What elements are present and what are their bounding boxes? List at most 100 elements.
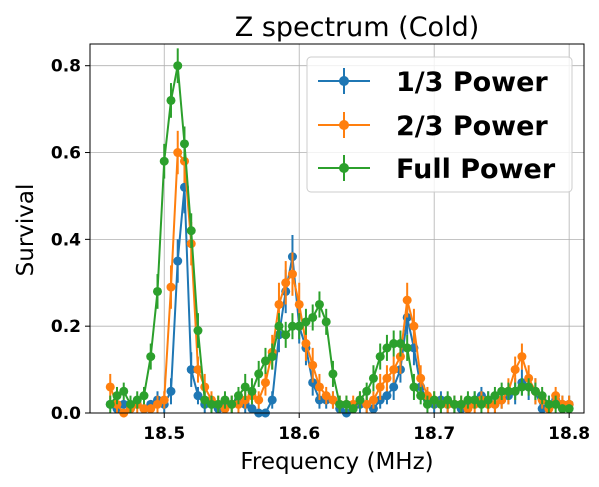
data-point — [355, 395, 365, 405]
data-point — [186, 365, 196, 375]
x-tick-label: 18.6 — [278, 424, 320, 444]
data-point — [173, 61, 183, 71]
data-point — [551, 399, 561, 409]
data-point — [233, 391, 243, 401]
data-point — [456, 399, 466, 409]
x-tick-label: 18.5 — [143, 424, 185, 444]
data-point — [402, 343, 412, 353]
data-point — [395, 339, 405, 349]
data-point — [375, 382, 385, 392]
data-point — [476, 399, 486, 409]
series-full-power — [105, 48, 574, 414]
data-point — [382, 343, 392, 353]
data-point — [389, 365, 399, 375]
data-point — [564, 404, 574, 414]
data-point — [301, 339, 311, 349]
plot-series — [105, 48, 574, 418]
data-point — [328, 369, 338, 379]
data-point — [483, 395, 493, 405]
data-point — [308, 360, 318, 370]
data-point — [449, 399, 459, 409]
data-point — [497, 386, 507, 396]
data-point — [314, 382, 324, 392]
data-point — [510, 365, 520, 375]
data-point — [186, 226, 196, 236]
y-tick-label: 0.0 — [51, 404, 81, 424]
data-point — [193, 391, 203, 401]
data-point — [429, 395, 439, 405]
data-point — [537, 391, 547, 401]
data-point — [166, 282, 176, 292]
data-point — [166, 386, 176, 396]
data-point — [105, 399, 115, 409]
data-point — [328, 395, 338, 405]
data-point — [159, 156, 169, 166]
data-point — [362, 399, 372, 409]
data-point — [321, 391, 331, 401]
data-point — [503, 386, 513, 396]
data-point — [436, 399, 446, 409]
data-point — [524, 382, 534, 392]
data-point — [132, 395, 142, 405]
data-point — [254, 395, 264, 405]
legend-box — [306, 56, 573, 193]
legend-label: 2/3 Power — [396, 111, 548, 142]
data-point — [139, 391, 149, 401]
data-point — [301, 317, 311, 327]
data-point — [247, 404, 257, 414]
data-point — [213, 399, 223, 409]
data-point — [260, 378, 270, 388]
data-point — [193, 365, 203, 375]
data-point — [416, 391, 426, 401]
data-point — [389, 339, 399, 349]
data-point — [348, 404, 358, 414]
legend: 1/3 Power 2/3 Power Full Power — [306, 56, 573, 193]
y-axis-label: Survival — [13, 184, 39, 277]
data-point — [510, 386, 520, 396]
data-point — [166, 95, 176, 105]
data-point — [152, 399, 162, 409]
data-point — [206, 399, 216, 409]
data-point — [294, 299, 304, 309]
x-tick-label: 18.7 — [413, 424, 455, 444]
data-point — [112, 391, 122, 401]
data-point — [173, 148, 183, 158]
data-point — [281, 330, 291, 340]
axis-ticks: 18.5 18.6 18.7 18.8 0.0 0.2 0.4 0.6 0.8 — [51, 57, 590, 444]
data-point — [517, 352, 527, 362]
series-line — [109, 187, 570, 415]
data-point — [321, 317, 331, 327]
data-point — [382, 391, 392, 401]
data-point — [470, 395, 480, 405]
data-point — [193, 326, 203, 336]
data-point — [389, 382, 399, 392]
data-point — [139, 404, 149, 414]
data-point — [368, 395, 378, 405]
legend-marker — [339, 120, 349, 130]
data-point — [530, 386, 540, 396]
data-point — [267, 395, 277, 405]
data-point — [409, 382, 419, 392]
data-point — [220, 395, 230, 405]
data-point — [179, 139, 189, 149]
data-point — [260, 356, 270, 366]
data-point — [200, 395, 210, 405]
data-point — [125, 399, 135, 409]
data-point — [119, 399, 129, 409]
data-point — [416, 373, 426, 383]
data-point — [308, 312, 318, 322]
data-point — [146, 352, 156, 362]
data-point — [362, 386, 372, 396]
data-point — [274, 321, 284, 331]
y-tick-label: 0.6 — [51, 144, 81, 164]
plot-frame — [89, 43, 585, 414]
y-tick-label: 0.8 — [51, 57, 81, 77]
data-point — [341, 399, 351, 409]
data-point — [287, 321, 297, 331]
data-point — [159, 395, 169, 405]
data-point — [254, 369, 264, 379]
data-point — [463, 395, 473, 405]
data-point — [105, 382, 115, 392]
y-tick-label: 0.2 — [51, 317, 81, 337]
